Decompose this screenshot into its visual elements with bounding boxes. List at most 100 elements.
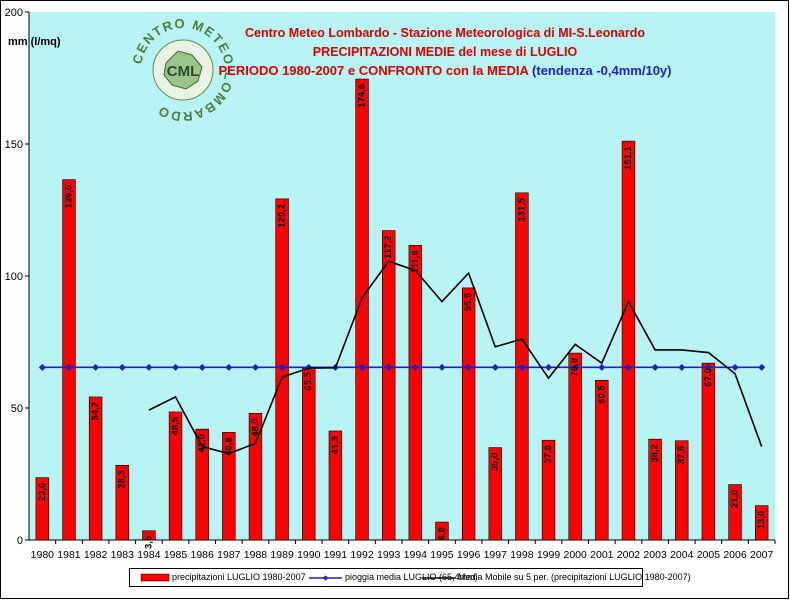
bar (648, 438, 662, 541)
bar-data-label: 3,5 (143, 535, 154, 549)
x-tick-label: 2001 (590, 549, 614, 561)
mean-point (545, 363, 553, 371)
mean-point (358, 363, 366, 371)
x-tick-label: 1986 (190, 549, 214, 561)
x-tick-label: 2006 (723, 549, 747, 561)
x-tick-label: 1988 (244, 549, 268, 561)
x-tick-label: 1992 (350, 549, 374, 561)
bar (328, 430, 343, 541)
x-tick-label: 2000 (563, 549, 587, 561)
bar-data-label: 37,8 (543, 445, 554, 464)
logo-badge: CML (167, 63, 200, 80)
bar-data-label: 95,5 (463, 292, 474, 311)
bar (461, 287, 476, 541)
bar (168, 411, 183, 541)
bar (568, 352, 582, 541)
y-tick-label: 50 (11, 403, 23, 415)
moving-average-line (148, 260, 763, 455)
x-tick-label: 1987 (217, 549, 241, 561)
x-tick-label: 1993 (377, 549, 401, 561)
x-tick-label: 2005 (697, 549, 721, 561)
x-tick-label: 1982 (84, 549, 108, 561)
bar (222, 431, 236, 541)
chart-period-text: PERIODO 1980-2007 e CONFRONTO con la MED… (218, 63, 529, 78)
bar-data-label: 117,2 (383, 236, 394, 259)
x-tick-label: 1990 (297, 549, 321, 561)
mean-point (38, 363, 46, 371)
y-tick-label: 0 (17, 535, 23, 547)
mean-point (678, 363, 686, 371)
bar-data-label: 6,8 (436, 527, 447, 540)
bar-data-label: 41,3 (330, 436, 341, 455)
mean-point (385, 363, 393, 371)
x-tick-label: 1981 (57, 549, 81, 561)
bar-data-label: 48,5 (170, 416, 181, 435)
bar (88, 396, 103, 541)
bar-data-label: 67,0 (703, 368, 714, 387)
bar-data-label: 38,2 (650, 444, 661, 463)
bar-data-label: 13,0 (756, 511, 767, 530)
legend: precipitazioni LUGLIO 1980-2007 pioggia … (129, 568, 691, 587)
mean-point (92, 363, 100, 371)
bar-data-label: 54,2 (90, 402, 101, 421)
bar-data-label: 42,0 (197, 434, 208, 453)
mean-point (758, 363, 766, 371)
chart-title: Centro Meteo Lombardo - Stazione Meteoro… (244, 26, 646, 40)
bar-data-label: 129,2 (277, 204, 288, 228)
bar-data-label: 174,6 (357, 84, 368, 108)
bar (35, 477, 50, 541)
x-tick-label: 2003 (643, 549, 667, 561)
bar (595, 379, 609, 541)
tick-labels: 0 50 100 150 200 1980 1981 1982 1983 1984 1985 1986… (5, 7, 774, 561)
bar (675, 440, 689, 541)
bar (435, 521, 449, 541)
mean-point (278, 363, 286, 371)
x-tick-label: 2002 (617, 549, 641, 561)
bar (195, 428, 209, 541)
mean-point (518, 363, 526, 371)
x-tick-label: 1983 (111, 549, 135, 561)
chart-period: PERIODO 1980-2007 e CONFRONTO con la MED… (150, 63, 740, 78)
y-tick-label: 150 (5, 139, 23, 151)
mean-point (571, 363, 579, 371)
legend-moving-label: Media Mobile su 5 per. (precipitazioni L… (458, 572, 691, 582)
x-tick-label: 1984 (137, 549, 161, 561)
bar (728, 484, 742, 541)
bar (541, 439, 556, 541)
x-tick-label: 1994 (404, 549, 428, 561)
bar-data-label: 21,0 (730, 490, 741, 509)
mean-point (198, 363, 206, 371)
x-tick-label: 1991 (324, 549, 348, 561)
logo: CENTRO METEO LOMBARDO CML (128, 15, 238, 125)
bar-data-label: 40,8 (223, 437, 234, 456)
bar (754, 505, 769, 541)
x-tick-label: 1980 (31, 549, 55, 561)
y-tick-label: 200 (5, 7, 23, 19)
x-tick-label: 1996 (457, 549, 481, 561)
bar (701, 362, 716, 541)
mean-point (624, 363, 632, 371)
bar-data-label: 60,5 (596, 385, 607, 404)
bar (355, 78, 369, 541)
x-tick-label: 1998 (510, 549, 534, 561)
x-tick-label: 1999 (537, 549, 561, 561)
mean-point (491, 363, 499, 371)
legend-mean-label: pioggia media LUGLIO (65,4mm) (345, 572, 478, 582)
mean-point (651, 363, 659, 371)
bar (488, 447, 502, 541)
bar (115, 464, 129, 541)
x-tick-label: 2007 (750, 549, 774, 561)
mean-point (731, 363, 739, 371)
x-tick-label: 2004 (670, 549, 694, 561)
bar-data-label: 35,0 (490, 453, 501, 472)
bar (62, 179, 76, 541)
bar-data-label: 111,6 (410, 250, 421, 273)
bar-data-label: 23,6 (37, 483, 48, 502)
mean-point (251, 363, 259, 371)
legend-bar-swatch (140, 573, 170, 582)
mean-point (225, 363, 233, 371)
bar (408, 245, 423, 541)
mean-point (411, 363, 419, 371)
bar-data-label: 151,1 (623, 145, 634, 169)
